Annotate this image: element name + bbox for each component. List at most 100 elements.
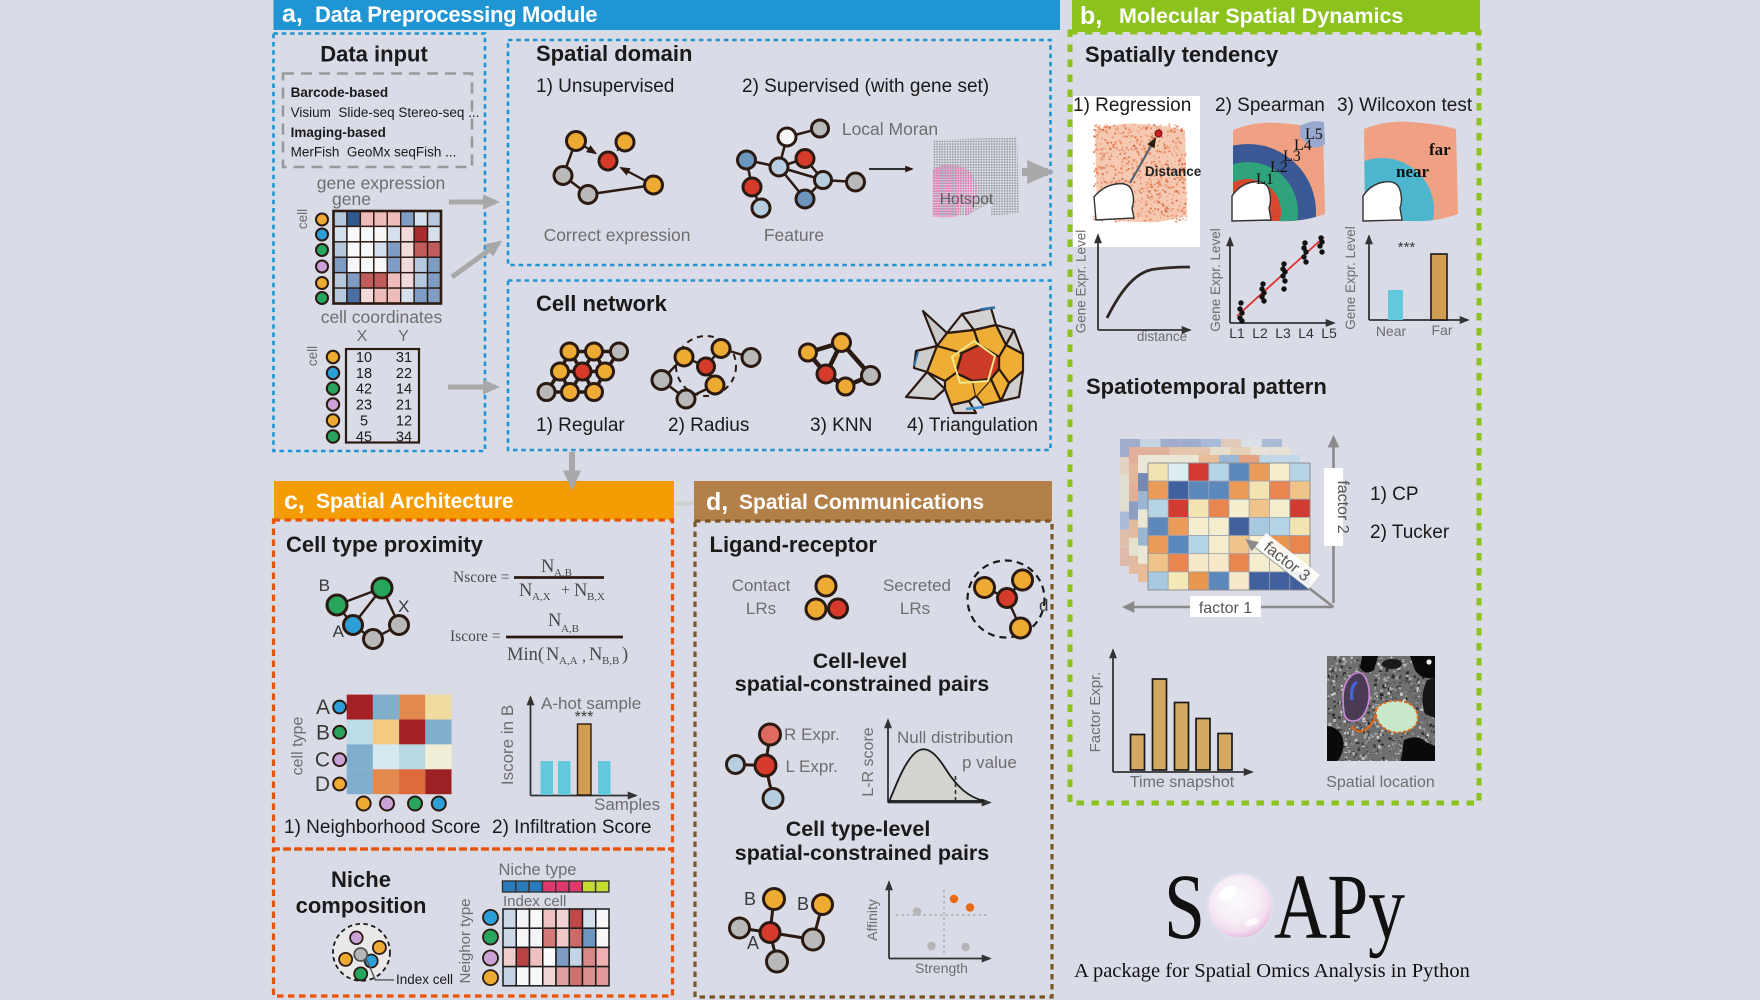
svg-text:L3: L3 [1283, 148, 1301, 165]
svg-text:31: 31 [396, 350, 412, 366]
svg-text:Feature: Feature [764, 225, 824, 245]
svg-text:N: N [546, 645, 559, 665]
svg-text:Affinity: Affinity [864, 899, 880, 941]
svg-text:N: N [519, 581, 532, 601]
svg-text:Cell-level: Cell-level [813, 649, 907, 673]
svg-text:3) Wilcoxon test: 3) Wilcoxon test [1337, 95, 1473, 116]
svg-text:Local Moran: Local Moran [842, 119, 938, 139]
svg-text:MerFish GeoMx seqFish ...: MerFish GeoMx seqFish ... [291, 145, 457, 160]
svg-text:L1: L1 [1229, 325, 1245, 341]
svg-text:Spatial domain: Spatial domain [536, 41, 692, 66]
svg-text:Barcode-based: Barcode-based [291, 85, 389, 100]
svg-text:Gene Expr. Level: Gene Expr. Level [1208, 228, 1223, 332]
svg-text:42: 42 [356, 382, 372, 398]
svg-text:L2: L2 [1270, 159, 1288, 176]
svg-text:10: 10 [356, 350, 372, 366]
svg-text:Spatially tendency: Spatially tendency [1085, 42, 1279, 67]
svg-text:Hotspot: Hotspot [940, 191, 994, 208]
svg-text:Samples: Samples [594, 795, 660, 814]
svg-text:Strength: Strength [915, 960, 968, 976]
svg-text:L Expr.: L Expr. [786, 757, 838, 776]
svg-text:Spatial location: Spatial location [1326, 774, 1435, 791]
svg-text:Time snapshot: Time snapshot [1130, 774, 1235, 791]
svg-text:): ) [622, 645, 628, 665]
svg-text:Cell network: Cell network [536, 291, 668, 316]
svg-text:L5: L5 [1321, 325, 1337, 341]
svg-text:L2: L2 [1252, 325, 1268, 341]
svg-text:45: 45 [356, 430, 372, 446]
svg-text:d: d [1039, 596, 1048, 615]
svg-text:LRs: LRs [900, 599, 930, 618]
svg-text:N: N [548, 611, 561, 631]
svg-text:c,: c, [284, 487, 305, 515]
svg-text:Spatial Architecture: Spatial Architecture [316, 490, 514, 513]
svg-text:2) Tucker: 2) Tucker [1370, 522, 1450, 543]
svg-text:Iscore in B: Iscore in B [498, 705, 517, 785]
svg-text:4) Triangulation: 4) Triangulation [907, 415, 1038, 436]
svg-text:A: A [316, 696, 330, 719]
svg-text:A,A: A,A [559, 655, 578, 667]
svg-text:L3: L3 [1275, 325, 1291, 341]
svg-text:L4: L4 [1298, 325, 1314, 341]
svg-text:S: S [1164, 856, 1205, 959]
svg-text:23: 23 [356, 398, 372, 414]
svg-text:***: *** [575, 709, 594, 726]
svg-text:A-hot sample: A-hot sample [541, 694, 641, 713]
svg-text:2) Supervised (with gene set): 2) Supervised (with gene set) [742, 76, 989, 97]
svg-text:spatial-constrained pairs: spatial-constrained pairs [735, 841, 990, 865]
svg-text:cell: cell [305, 346, 320, 366]
svg-text:Index cell: Index cell [503, 893, 566, 910]
svg-text:Distance: Distance [1145, 164, 1202, 179]
svg-text:factor 2: factor 2 [1334, 480, 1351, 533]
svg-text:Gene Expr. Level: Gene Expr. Level [1074, 230, 1089, 334]
svg-text:Iscore =: Iscore = [450, 628, 500, 645]
svg-text:12: 12 [396, 414, 412, 430]
svg-text:cell coordinates: cell coordinates [321, 307, 443, 327]
svg-text:Spatiotemporal pattern: Spatiotemporal pattern [1086, 374, 1327, 399]
svg-text:A,X: A,X [532, 591, 551, 603]
svg-text:Gene Expr. Level: Gene Expr. Level [1343, 226, 1358, 330]
svg-text:5: 5 [360, 414, 368, 430]
svg-text:Imaging-based: Imaging-based [291, 125, 386, 140]
svg-text:Molecular Spatial Dynamics: Molecular Spatial Dynamics [1119, 4, 1403, 28]
svg-text:L5: L5 [1305, 126, 1323, 143]
svg-text:14: 14 [396, 382, 412, 398]
svg-text:N: N [541, 557, 554, 577]
svg-text:2) Spearman: 2) Spearman [1215, 95, 1325, 116]
svg-text:spatial-constrained pairs: spatial-constrained pairs [735, 672, 990, 696]
svg-text:2) Radius: 2) Radius [668, 415, 749, 436]
svg-text:,: , [582, 648, 586, 665]
svg-text:d,: d, [706, 488, 728, 516]
svg-text:34: 34 [396, 430, 412, 446]
svg-text:Visium Slide-seq Stereo-seq .: Visium Slide-seq Stereo-seq ... [291, 105, 480, 120]
svg-text:Neighor type: Neighor type [457, 898, 474, 983]
svg-text:Spatial Communications: Spatial Communications [739, 491, 984, 514]
svg-text:D: D [315, 773, 330, 796]
svg-text:B,B: B,B [602, 655, 619, 667]
svg-text:Correct expression: Correct expression [544, 225, 691, 245]
svg-text:A: A [747, 933, 759, 953]
svg-text:1) Unsupervised: 1) Unsupervised [536, 76, 674, 97]
svg-text:3) KNN: 3) KNN [810, 415, 872, 436]
svg-text:Factor Expr.: Factor Expr. [1087, 672, 1104, 753]
svg-text:gene expression: gene expression [317, 173, 445, 193]
svg-text:Far: Far [1432, 322, 1453, 338]
svg-text:1) Regular: 1) Regular [536, 415, 625, 436]
svg-text:far: far [1429, 140, 1451, 159]
svg-text:2) Infiltration Score: 2) Infiltration Score [492, 817, 651, 838]
svg-text:Nscore =: Nscore = [453, 569, 510, 586]
svg-text:22: 22 [396, 366, 412, 382]
svg-text:B: B [744, 889, 756, 909]
svg-text:N: N [574, 581, 587, 601]
svg-text:A,B: A,B [561, 623, 579, 635]
svg-text:21: 21 [396, 398, 412, 414]
svg-text:L1: L1 [1256, 171, 1274, 188]
svg-text:Contact: Contact [732, 576, 791, 595]
svg-text:1) CP: 1) CP [1370, 484, 1419, 505]
svg-text:Index cell: Index cell [396, 972, 453, 987]
svg-text:A package for Spatial Omics An: A package for Spatial Omics Analysis in … [1074, 960, 1470, 982]
svg-text:cell: cell [295, 209, 310, 229]
svg-text:B,X: B,X [587, 591, 605, 603]
svg-text:B: B [797, 894, 809, 914]
svg-text:C: C [315, 749, 330, 772]
